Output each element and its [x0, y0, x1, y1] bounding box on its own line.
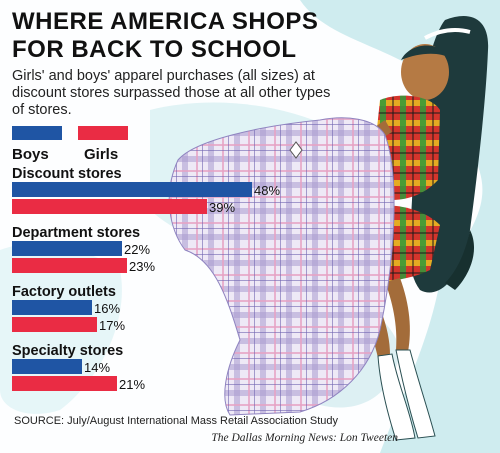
legend-swatch-girls [78, 126, 128, 140]
bar-boys [12, 241, 122, 256]
legend-label-boys: Boys [12, 146, 49, 163]
face [401, 44, 449, 100]
legend: Boys Girls [12, 126, 128, 163]
bar-girls [12, 376, 117, 391]
data-label: 22% [124, 242, 150, 257]
data-label: 23% [129, 259, 155, 274]
garment-tag-icon [289, 141, 303, 159]
chart-title-line-2: FOR BACK TO SCHOOL [12, 36, 297, 63]
legend-label-girls: Girls [84, 146, 118, 163]
bar-girls [12, 317, 97, 332]
chart-title-line-1: WHERE AMERICA SHOPS [12, 8, 319, 35]
bar-chart: Discount stores 48% 39% Department stores22… [12, 166, 280, 392]
sock [377, 353, 416, 441]
source-note: SOURCE: July/August International Mass R… [14, 415, 339, 427]
bar-boys [12, 359, 82, 374]
category-label: Discount stores [12, 166, 122, 182]
category-label: Department stores [12, 225, 140, 241]
data-label: 21% [119, 377, 145, 392]
chart-subtitle: Girls' and boys' apparel purchases (all … [12, 68, 331, 118]
bar-boys [12, 182, 252, 197]
bar-girls [12, 258, 127, 273]
category-label: Specialty stores [12, 343, 123, 359]
data-label: 39% [209, 200, 235, 215]
data-label: 16% [94, 301, 120, 316]
plaid-garment [168, 117, 395, 416]
bar-girls [12, 199, 207, 214]
data-label: 17% [99, 318, 125, 333]
data-label: 14% [84, 360, 110, 375]
data-label: 48% [254, 183, 280, 198]
category-label: Factory outlets [12, 284, 116, 300]
bar-boys [12, 300, 92, 315]
legend-swatch-boys [12, 126, 62, 140]
credit-line: The Dallas Morning News: Lon Tweeten [211, 432, 398, 444]
